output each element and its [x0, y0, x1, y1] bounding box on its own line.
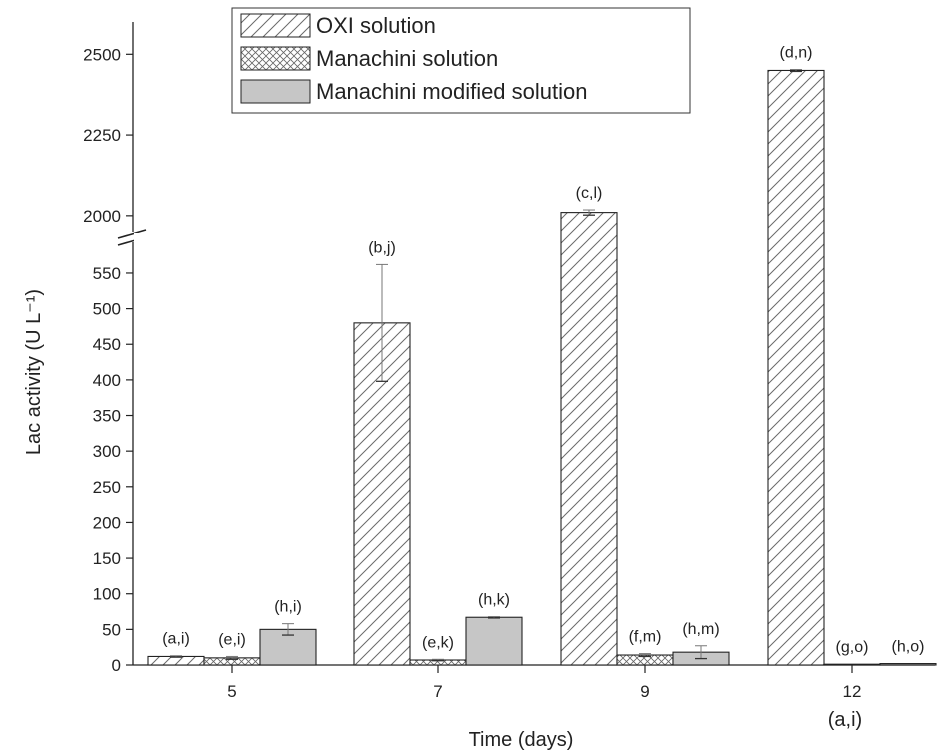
- x-tick-label: 9: [640, 682, 649, 701]
- y-tick-label: 400: [93, 371, 121, 390]
- y-tick-label: 300: [93, 442, 121, 461]
- y-tick-label: 2000: [83, 207, 121, 226]
- legend-label: Manachini solution: [316, 46, 498, 71]
- bar-data-label: (g,o): [836, 639, 869, 656]
- y-tick-label: 200: [93, 513, 121, 532]
- x-tick-label: 5: [227, 682, 236, 701]
- bar-data-label: (e,i): [218, 631, 246, 648]
- bar-data-label: (c,l): [576, 185, 603, 202]
- bar: [560, 212, 618, 666]
- bar-data-label: (d,n): [780, 44, 813, 61]
- y-tick-label: 250: [93, 478, 121, 497]
- bar: [767, 69, 825, 666]
- y-tick-label: 150: [93, 549, 121, 568]
- bar-labels: (a,i) (b,j) (c,l) (d,n) (e,i) (e,k) (f,m) (g,o)…: [162, 44, 924, 656]
- bar-data-label: (f,m): [629, 629, 662, 646]
- bar-data-label: (a,i): [162, 631, 190, 648]
- legend-label: Manachini modified solution: [316, 79, 588, 104]
- x-tick-label: 12: [843, 682, 862, 701]
- bar-data-label: (h,m): [682, 621, 719, 638]
- y-tick-label: 2500: [83, 45, 121, 64]
- extra-annotation: (a,i): [828, 709, 862, 731]
- bar-data-label: (b,j): [368, 239, 396, 256]
- bars: [147, 68, 937, 666]
- x-axis-title: Time (days): [469, 729, 574, 751]
- y-tick-label: 450: [93, 335, 121, 354]
- bar-break-gap: [134, 233, 934, 242]
- y-axis-title: Lac activity (U L⁻¹): [23, 289, 45, 455]
- legend-swatch: [240, 46, 311, 71]
- y-tick-label: 50: [102, 620, 121, 639]
- bar-data-label: (h,k): [478, 592, 510, 609]
- x-tick-label: 7: [433, 682, 442, 701]
- legend: OXI solution Manachini solution Manachini …: [231, 7, 691, 114]
- y-tick-label: 550: [93, 264, 121, 283]
- legend-label: OXI solution: [316, 13, 436, 38]
- y-tick-label: 0: [112, 656, 121, 675]
- y-tick-label: 2250: [83, 126, 121, 145]
- legend-swatch: [240, 13, 311, 38]
- y-tick-label: 500: [93, 300, 121, 319]
- bar: [465, 616, 523, 666]
- x-axis-ticks: 5 7 9 12: [227, 665, 861, 701]
- legend-swatch: [240, 79, 311, 104]
- bar: [879, 663, 937, 666]
- y-tick-label: 350: [93, 407, 121, 426]
- y-tick-label: 100: [93, 585, 121, 604]
- bar-data-label: (h,i): [274, 599, 302, 616]
- bar-data-label: (h,o): [892, 639, 925, 656]
- bar-data-label: (e,k): [422, 634, 454, 651]
- bar: [823, 663, 881, 666]
- y-axis-ticks: 0 50 100 150 200 250 300 350 400 450 500 550 2000 225…: [83, 45, 133, 675]
